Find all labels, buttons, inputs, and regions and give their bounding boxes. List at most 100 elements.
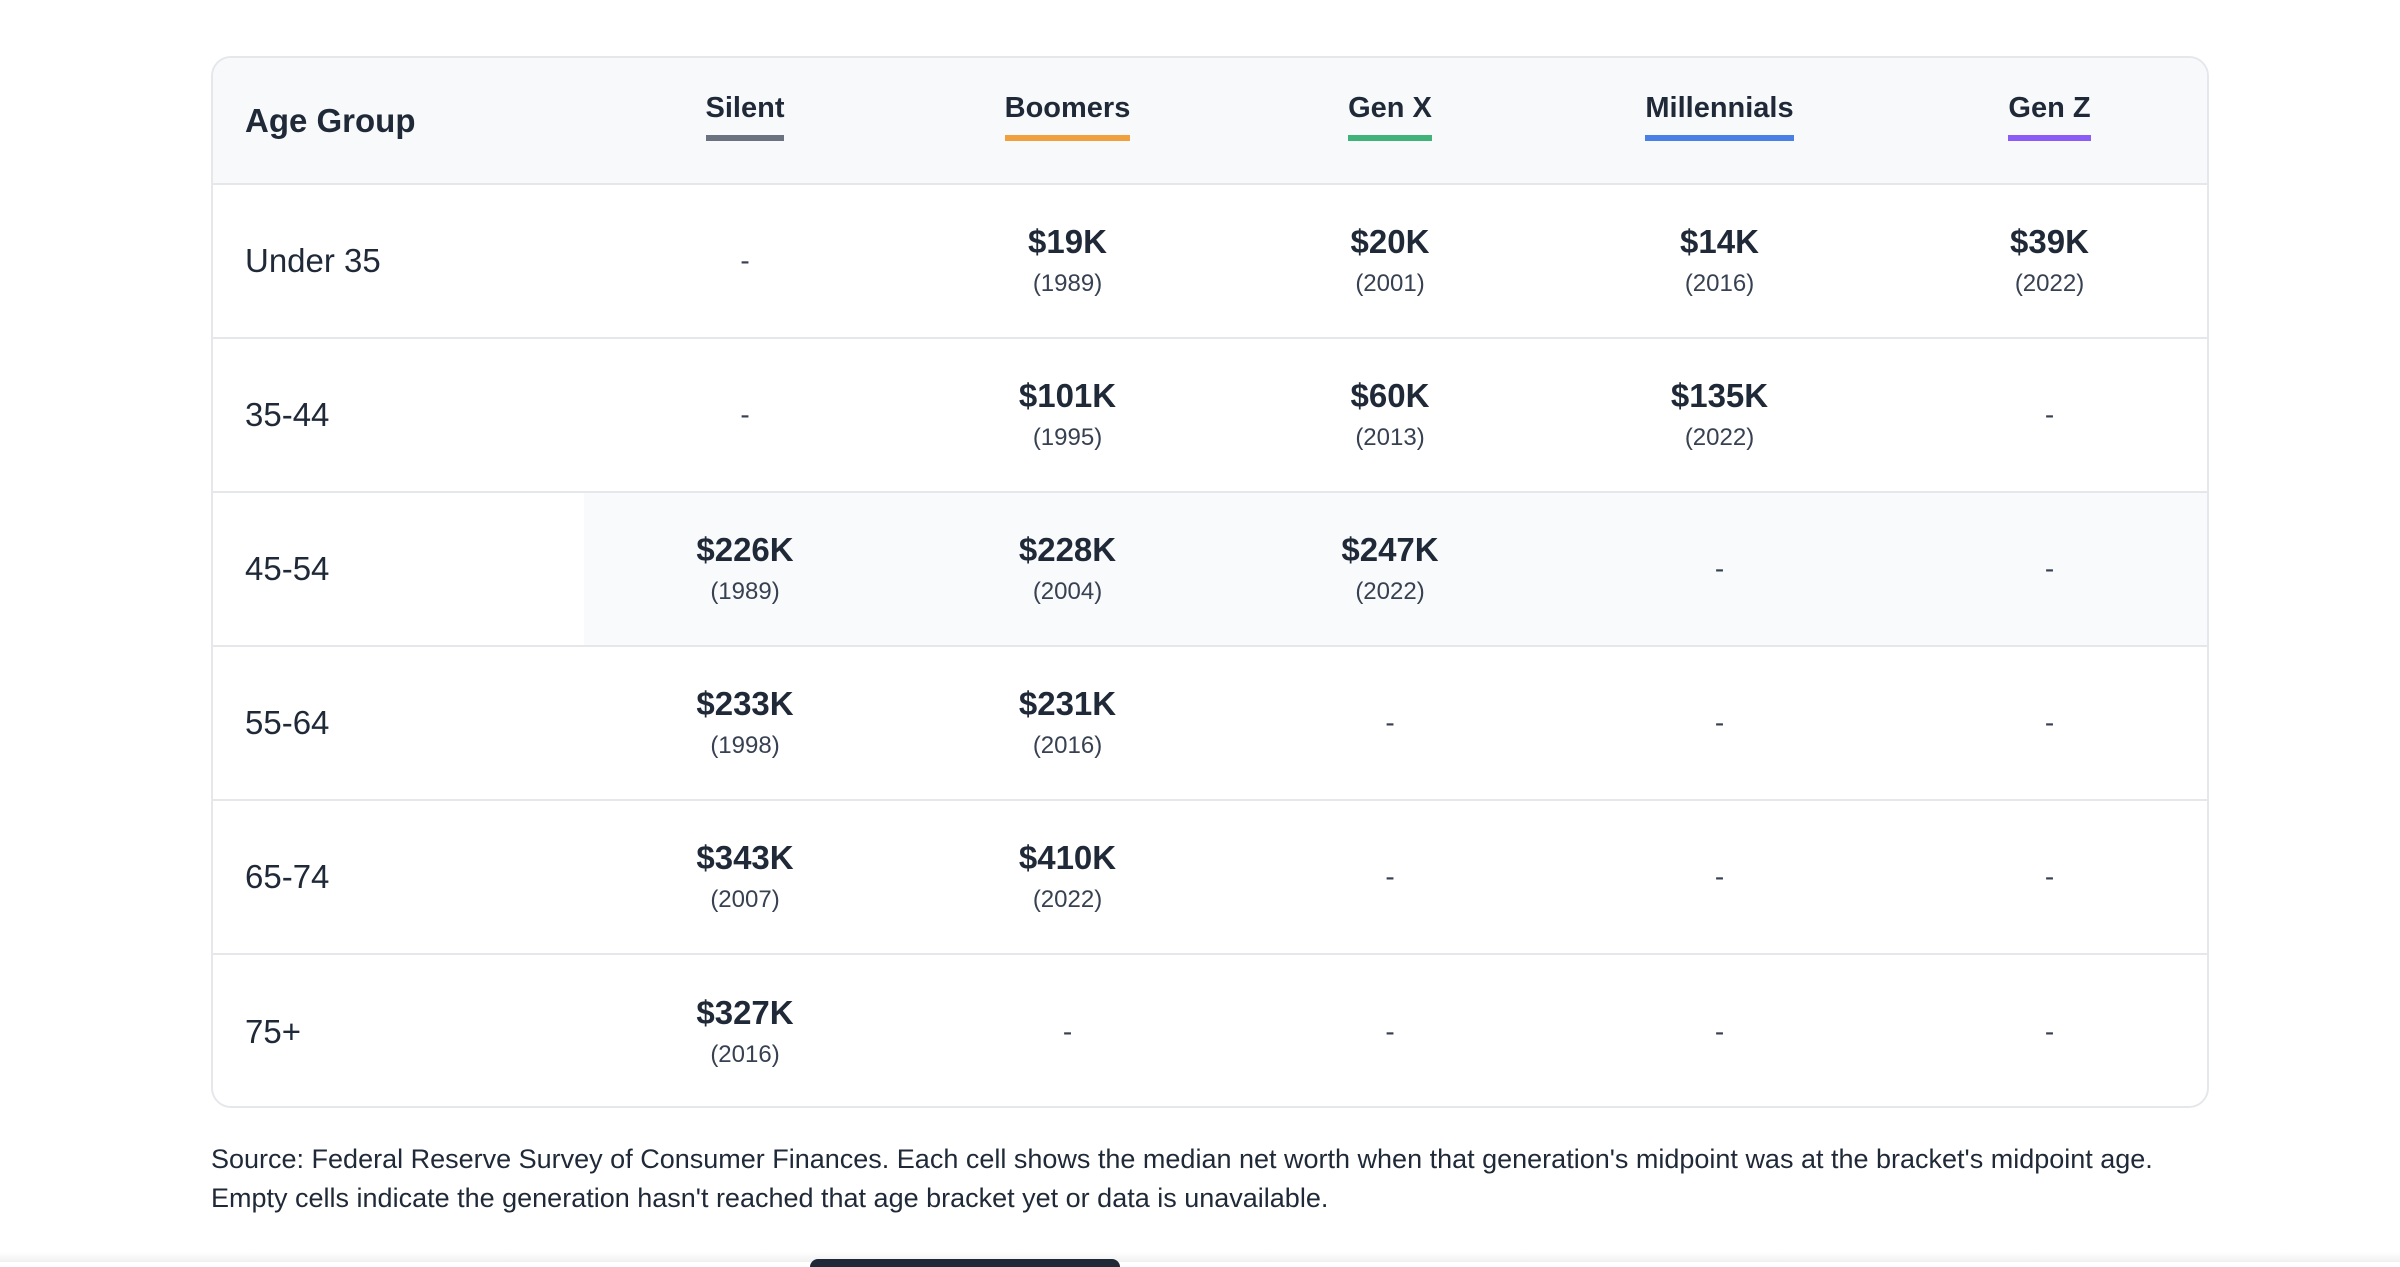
survey-year: (2013) xyxy=(1355,424,1425,451)
net-worth-cell: - xyxy=(1551,491,1888,646)
net-worth-amount: $343K xyxy=(696,839,794,876)
survey-year: (2022) xyxy=(1355,578,1425,605)
empty-value: - xyxy=(1714,1015,1725,1047)
survey-year: (2016) xyxy=(710,1040,780,1068)
age-group-cell: 35-44 xyxy=(213,337,584,492)
age-group-cell: 75+ xyxy=(213,953,584,1106)
table-row: 45-54 $226K (1989) $228K (2004) $247K (2022) - - xyxy=(213,491,2207,646)
empty-value: - xyxy=(2044,861,2055,892)
net-worth-cell: $19K (1989) xyxy=(906,184,1229,338)
net-worth-amount: $60K xyxy=(1350,377,1430,414)
net-worth-cell: - xyxy=(584,337,906,492)
net-worth-amount: $14K xyxy=(1680,223,1759,260)
survey-year: (1989) xyxy=(710,578,780,605)
net-worth-cell: - xyxy=(1551,799,1888,954)
survey-year: (1995) xyxy=(1032,424,1103,451)
net-worth-cell: - xyxy=(1229,799,1551,954)
net-worth-cell: $226K (1989) xyxy=(584,491,906,646)
net-worth-cell: $20K (2001) xyxy=(1229,184,1551,338)
net-worth-amount: $247K xyxy=(1341,531,1439,568)
empty-value: - xyxy=(2044,553,2055,584)
net-worth-cell: $228K (2004) xyxy=(906,491,1229,646)
net-worth-cell: $60K (2013) xyxy=(1229,337,1551,492)
empty-value: - xyxy=(2044,399,2055,430)
table-row: 65-74 $343K (2007) $410K (2022) - - - xyxy=(213,799,2207,954)
net-worth-cell: - xyxy=(906,953,1229,1106)
empty-value: - xyxy=(1714,707,1725,738)
table-row: 75+ $327K (2016) - - - - xyxy=(213,953,2207,1106)
net-worth-amount: $19K xyxy=(1028,223,1107,260)
net-worth-amount: $20K xyxy=(1350,223,1430,260)
table-body: Under 35- $19K (1989) $20K (2001) $14K (2016) $… xyxy=(213,184,2207,1106)
empty-value: - xyxy=(2044,707,2055,738)
net-worth-cell: - xyxy=(1229,645,1551,800)
generation-label: Gen Z xyxy=(2008,92,2091,141)
survey-year: (1989) xyxy=(1032,270,1103,297)
net-worth-amount: $327K xyxy=(696,993,794,1031)
empty-value: - xyxy=(1385,707,1395,738)
age-group-header: Age Group xyxy=(213,58,584,185)
bottom-panel-tab[interactable] xyxy=(810,1259,1120,1267)
net-worth-cell: - xyxy=(1888,953,2207,1106)
source-note-line-2: Empty cells indicate the generation hasn… xyxy=(211,1183,1329,1213)
net-worth-cell: $327K (2016) xyxy=(584,953,906,1106)
survey-year: (2022) xyxy=(1032,886,1103,913)
table-row: Under 35- $19K (1989) $20K (2001) $14K (2016) $… xyxy=(213,184,2207,338)
net-worth-amount: $226K xyxy=(696,531,794,568)
survey-year: (2022) xyxy=(1684,424,1755,451)
net-worth-amount: $101K xyxy=(1018,377,1117,414)
column-header-boomers[interactable]: Boomers xyxy=(906,58,1229,185)
empty-value: - xyxy=(1062,1015,1073,1047)
age-group-cell: 55-64 xyxy=(213,645,584,800)
net-worth-amount: $231K xyxy=(1018,685,1117,722)
net-worth-cell: - xyxy=(1888,491,2207,646)
net-worth-cell: $39K (2022) xyxy=(1888,184,2207,338)
net-worth-cell: - xyxy=(1551,645,1888,800)
generation-label: Silent xyxy=(705,92,785,141)
age-group-cell: 45-54 xyxy=(213,491,584,646)
net-worth-cell: $410K (2022) xyxy=(906,799,1229,954)
empty-value: - xyxy=(740,245,750,276)
source-note: Source: Federal Reserve Survey of Consum… xyxy=(211,1140,2211,1218)
survey-year: (2007) xyxy=(710,886,780,913)
net-worth-amount: $135K xyxy=(1670,377,1769,414)
survey-year: (2001) xyxy=(1355,270,1425,297)
empty-value: - xyxy=(1714,861,1725,892)
net-worth-cell: - xyxy=(1551,953,1888,1106)
survey-year: (2016) xyxy=(1032,732,1103,759)
net-worth-table-card: Age Group Silent Boomers Gen X Millennia… xyxy=(211,56,2209,1108)
net-worth-cell: - xyxy=(1888,337,2207,492)
survey-year: (1998) xyxy=(710,732,780,759)
net-worth-cell: $14K (2016) xyxy=(1551,184,1888,338)
empty-value: - xyxy=(2044,1015,2055,1047)
empty-value: - xyxy=(1385,1015,1395,1047)
table-header-row: Age Group Silent Boomers Gen X Millennia… xyxy=(213,58,2207,185)
empty-value: - xyxy=(740,399,750,430)
generation-label: Boomers xyxy=(1004,92,1131,141)
net-worth-amount: $233K xyxy=(696,685,794,722)
age-group-cell: Under 35 xyxy=(245,242,381,279)
age-group-cell: 65-74 xyxy=(213,799,584,954)
generation-label: Millennials xyxy=(1645,92,1794,141)
column-header-millennials[interactable]: Millennials xyxy=(1551,58,1888,185)
net-worth-cell: $231K (2016) xyxy=(906,645,1229,800)
net-worth-cell: - xyxy=(1229,953,1551,1106)
column-header-gen-x[interactable]: Gen X xyxy=(1229,58,1551,185)
net-worth-amount: $410K xyxy=(1018,839,1117,876)
net-worth-cell: - xyxy=(1888,799,2207,954)
net-worth-cell: - xyxy=(584,184,906,338)
net-worth-cell: $247K (2022) xyxy=(1229,491,1551,646)
net-worth-cell: $233K (1998) xyxy=(584,645,906,800)
bottom-panel-shadow xyxy=(0,1252,2400,1262)
survey-year: (2004) xyxy=(1032,578,1103,605)
survey-year: (2016) xyxy=(1684,270,1755,297)
column-header-silent[interactable]: Silent xyxy=(584,58,906,185)
source-note-line-1: Source: Federal Reserve Survey of Consum… xyxy=(211,1144,2153,1174)
net-worth-cell: $101K (1995) xyxy=(906,337,1229,492)
table-row: 35-44 - $101K (1995) $60K (2013) $135K (2022) - xyxy=(213,337,2207,492)
net-worth-cell: $343K (2007) xyxy=(584,799,906,954)
empty-value: - xyxy=(1714,553,1725,584)
table-row: 55-64 $233K (1998) $231K (2016) - - - xyxy=(213,645,2207,800)
column-header-gen-z[interactable]: Gen Z xyxy=(1888,58,2207,185)
survey-year: (2022) xyxy=(2014,270,2085,297)
